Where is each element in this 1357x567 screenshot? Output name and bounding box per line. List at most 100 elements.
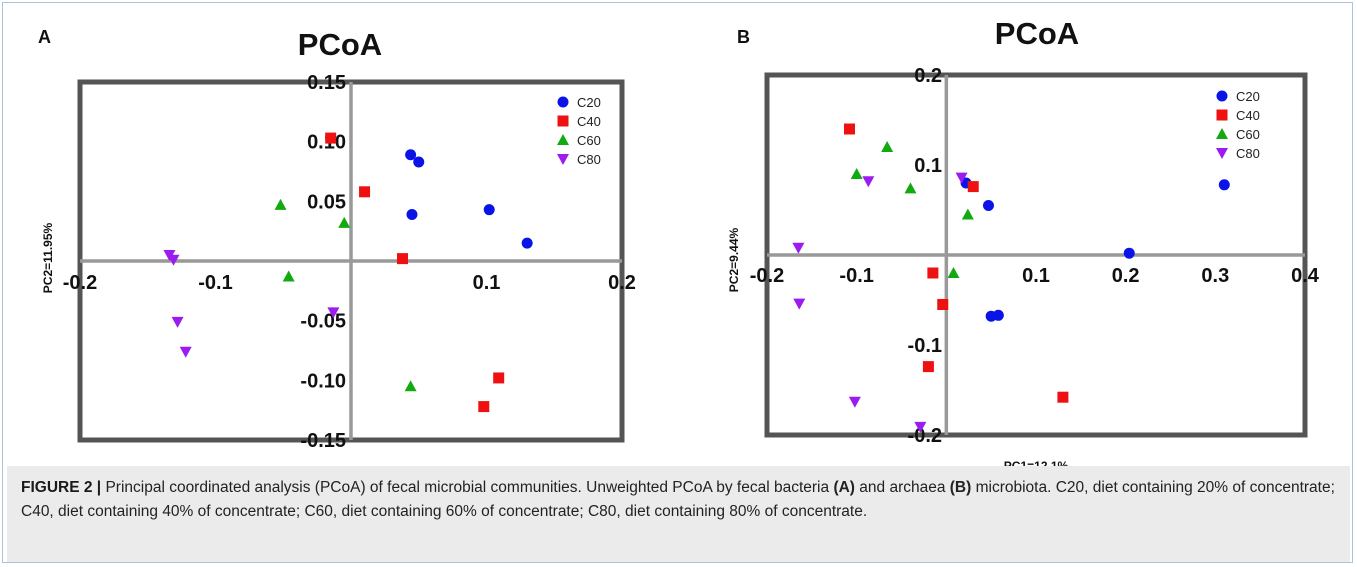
data-point-c80 — [793, 298, 806, 310]
data-point-c60 — [947, 267, 960, 278]
data-point-c80 — [914, 421, 927, 433]
x-tick-label: -0.1 — [198, 272, 232, 294]
x-tick-label: 0.3 — [1201, 265, 1229, 287]
data-point-c60 — [274, 198, 287, 210]
figure-charts: APCoA-0.2-0.10.10.20.150.100.05-0.05-0.1… — [38, 16, 1320, 470]
legend-label-c40: C40 — [577, 114, 601, 129]
pcoa-panel-b: B PCoA -0.2 -0.1 0.1 0.2 0.3 0.4 0.2 0.1 -0.1 -0.2 P… — [727, 16, 1320, 470]
legend-label-c80: C80 — [577, 152, 601, 167]
data-point-c40 — [937, 299, 949, 310]
data-point-c80 — [955, 172, 968, 184]
panel-label: A — [38, 27, 51, 47]
data-point-c20 — [982, 200, 994, 211]
y-tick-label: 0.1 — [914, 155, 942, 177]
data-point-c60 — [850, 168, 863, 179]
data-point-c80 — [862, 176, 875, 188]
data-point-c80 — [848, 396, 861, 408]
data-point-c40 — [359, 186, 371, 198]
series-c60 — [850, 141, 974, 278]
legend-marker-c60 — [1216, 128, 1228, 139]
legend-label-c20: C20 — [1236, 89, 1260, 104]
legend: C20 C40 C60 C80 — [1216, 89, 1260, 161]
y-tick-label: -0.15 — [300, 430, 346, 452]
data-point-c40 — [843, 123, 855, 135]
data-point-c20 — [992, 309, 1004, 321]
series-c20 — [960, 177, 1230, 322]
figure-caption: FIGURE 2 | Principal coordinated analysi… — [7, 466, 1350, 562]
x-tick-label: 0.1 — [1022, 265, 1050, 287]
caption-bold-b: (B) — [949, 479, 972, 496]
y-axis-label: PC2=9.44% — [727, 227, 741, 292]
legend-label-c60: C60 — [577, 133, 601, 148]
caption-text-2: and archaea — [854, 479, 950, 496]
legend-marker-c20 — [557, 96, 569, 108]
data-point-c80 — [171, 316, 184, 328]
data-point-c80 — [327, 307, 340, 319]
series-c40 — [325, 132, 505, 413]
legend-label-c60: C60 — [1236, 127, 1260, 142]
data-point-c20 — [483, 204, 495, 216]
series-c60 — [274, 198, 417, 392]
legend-marker-c40 — [557, 115, 569, 127]
series-c80 — [163, 250, 340, 358]
data-point-c20 — [1218, 179, 1230, 191]
data-point-c60 — [904, 182, 917, 194]
x-tick-label: 0.2 — [608, 272, 636, 294]
legend: C20 C40 C60 C80 — [557, 95, 601, 167]
x-axis-label: PC1=12.1% — [1004, 459, 1069, 470]
data-point-c80 — [167, 254, 180, 266]
series-c80 — [792, 172, 968, 433]
data-point-c40 — [493, 372, 505, 384]
series-c20 — [405, 149, 533, 249]
data-point-c20 — [405, 149, 417, 161]
y-tick-label: -0.1 — [908, 335, 942, 357]
data-point-c40 — [927, 267, 939, 279]
legend-marker-c60 — [557, 134, 569, 145]
caption-text-3: microbiota. C20, diet containing 20% of … — [21, 479, 1335, 520]
y-tick-label: 0.2 — [914, 65, 942, 87]
data-point-c20 — [1123, 247, 1135, 259]
data-point-c40 — [396, 253, 408, 265]
legend-marker-c80 — [1216, 148, 1228, 159]
data-point-c80 — [792, 242, 805, 254]
data-point-c20 — [521, 237, 533, 249]
data-point-c80 — [179, 346, 192, 358]
y-tick-label: -0.05 — [300, 311, 346, 333]
x-tick-label: 0.4 — [1291, 265, 1320, 287]
x-tick-label: -0.2 — [63, 272, 97, 294]
pcoa-panel-a: APCoA-0.2-0.10.10.20.150.100.05-0.05-0.1… — [38, 27, 636, 470]
data-point-c40 — [967, 181, 979, 193]
caption-text-1: Principal coordinated analysis (PCoA) of… — [101, 479, 834, 496]
legend-label-c80: C80 — [1236, 146, 1260, 161]
data-point-c60 — [338, 216, 351, 228]
data-point-c60 — [881, 141, 894, 152]
data-point-c20 — [406, 208, 418, 220]
data-point-c60 — [404, 380, 417, 392]
data-point-c60 — [961, 208, 974, 220]
legend-marker-c20 — [1216, 90, 1228, 102]
data-point-c40 — [478, 401, 490, 413]
series-c40 — [843, 123, 1069, 403]
data-point-c40 — [1057, 391, 1069, 403]
x-tick-label: -0.1 — [839, 265, 873, 287]
chart-title: PCoA — [995, 16, 1079, 51]
x-tick-label: 0.1 — [473, 272, 501, 294]
y-tick-label: -0.2 — [908, 425, 942, 447]
legend-label-c20: C20 — [577, 95, 601, 110]
legend-marker-c40 — [1216, 109, 1228, 121]
panel-label: B — [737, 27, 750, 47]
caption-bold-a: (A) — [833, 479, 855, 496]
chart-title: PCoA — [298, 27, 382, 62]
y-tick-label: 0.05 — [307, 191, 346, 213]
legend-marker-c80 — [557, 154, 569, 165]
x-tick-label: 0.2 — [1112, 265, 1140, 287]
data-point-c40 — [325, 132, 337, 144]
data-point-c20 — [413, 156, 425, 168]
x-tick-label: -0.2 — [750, 265, 784, 287]
data-point-c40 — [922, 361, 934, 373]
y-tick-label: 0.15 — [307, 72, 346, 94]
legend-label-c40: C40 — [1236, 108, 1260, 123]
y-tick-label: -0.10 — [300, 370, 346, 392]
caption-figure-label: FIGURE 2 | — [21, 479, 102, 496]
